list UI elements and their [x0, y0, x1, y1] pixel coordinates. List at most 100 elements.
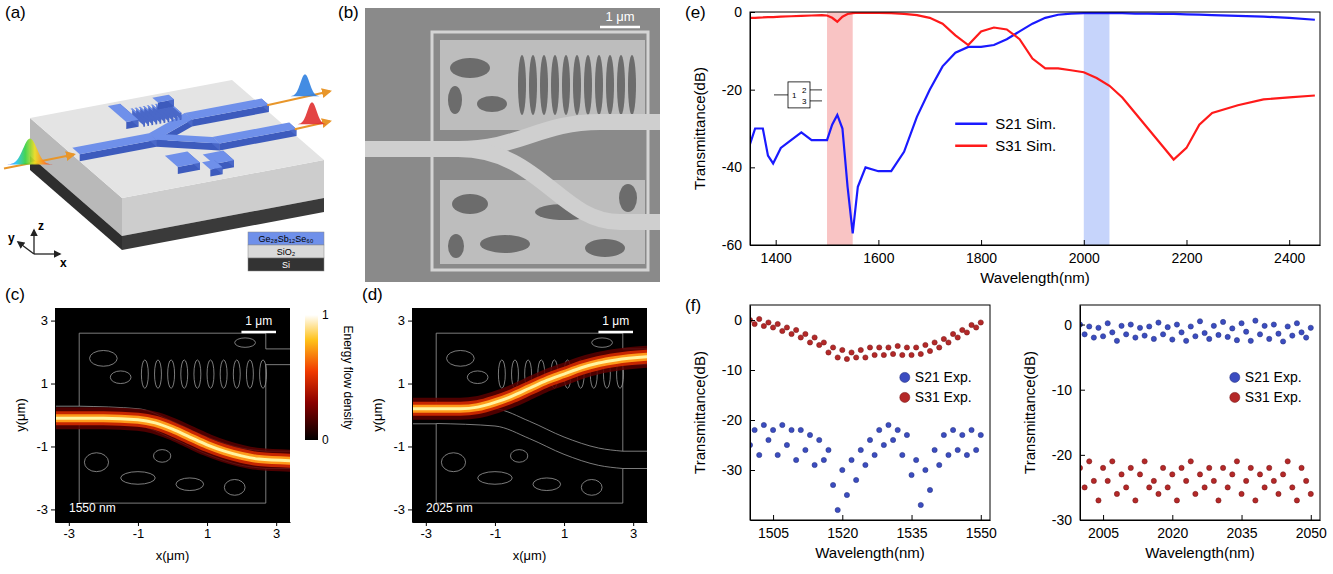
layer-swatch: [248, 232, 324, 245]
waveguide-top: [202, 160, 222, 169]
layer-label: Ge₂₈Sb₁₂Se₆₀: [258, 234, 313, 244]
tick-label: -10: [722, 362, 742, 378]
point: [1100, 465, 1105, 470]
waveguide-top: [149, 133, 220, 143]
tick-label: 1: [322, 308, 329, 322]
axis-line: [56, 522, 291, 523]
device-outline: [233, 360, 240, 388]
tick-mark: [408, 321, 412, 322]
colorbar-title: Energy flow density: [341, 325, 355, 429]
tick-mark: [1172, 515, 1173, 520]
point: [1096, 498, 1101, 503]
point: [881, 352, 886, 357]
point: [1119, 472, 1124, 477]
legend-swatch: [955, 123, 987, 126]
point: [950, 331, 955, 336]
point: [872, 452, 877, 457]
port-label: 1: [792, 91, 797, 100]
tick: -1: [490, 522, 502, 541]
panel-field: 1 μm2025 nm-3-113-3-113x(μm)y(μm)(d): [362, 285, 648, 563]
figure: (a)xyzGe₂₈Sb₁₂Se₆₀SiO₂Si(b)1 μm1 μm1550 …: [0, 0, 1333, 574]
port-box: [788, 82, 810, 108]
tick: 1: [318, 308, 329, 322]
sem-background: [365, 8, 660, 282]
device-outline: [478, 472, 513, 485]
point: [1087, 459, 1092, 464]
tick-label: 0: [734, 312, 742, 328]
tick: -3: [393, 502, 412, 517]
point: [761, 323, 766, 328]
device-outline: [153, 450, 170, 463]
axis: 1505152015351550: [751, 515, 998, 541]
tick-label: 1520: [827, 525, 858, 541]
tick-mark: [1289, 240, 1290, 245]
sem-hole: [595, 55, 603, 115]
point: [780, 422, 785, 427]
tick-label: 2200: [1171, 250, 1202, 266]
port-inset: 123: [774, 82, 822, 108]
plot-area: [750, 316, 983, 512]
point: [1179, 465, 1184, 470]
device-outline: [220, 360, 227, 388]
point: [1087, 324, 1092, 329]
point: [978, 320, 983, 325]
tick-label: 0: [322, 433, 329, 447]
series-line: [750, 13, 1315, 233]
axis-title: Transmittance(dB): [691, 351, 708, 474]
point: [1128, 322, 1133, 327]
tick: 2005: [1088, 515, 1119, 541]
point: [821, 457, 826, 462]
device-outline: [266, 364, 290, 365]
point: [886, 422, 891, 427]
tick-label: 2020: [1157, 525, 1188, 541]
tick: -1: [133, 522, 145, 541]
scale-bar: [241, 331, 276, 334]
point: [1290, 485, 1295, 490]
tick: 0: [734, 312, 755, 328]
point: [895, 427, 900, 432]
tick: -20: [722, 82, 755, 98]
point: [1188, 324, 1193, 329]
panel-label: (f): [685, 296, 701, 315]
device-outline: [168, 360, 175, 388]
point: [1202, 330, 1207, 335]
point: [923, 342, 928, 347]
point: [1133, 498, 1138, 503]
tick-label: 3: [630, 526, 637, 541]
sem-hole: [448, 86, 462, 114]
point: [1304, 478, 1309, 483]
point: [1244, 329, 1249, 334]
point: [1151, 336, 1156, 341]
tick-mark: [51, 321, 55, 322]
tick: 3: [41, 313, 55, 328]
axis: -3-113: [393, 309, 412, 523]
tick-label: 2050: [1296, 525, 1327, 541]
layer-label: SiO₂: [277, 247, 296, 257]
tick-label: -1: [36, 439, 48, 454]
point: [1253, 498, 1258, 503]
point: [1248, 338, 1253, 343]
point: [789, 427, 794, 432]
waveguide-top: [152, 95, 174, 103]
tick-label: 1: [41, 376, 48, 391]
tick: 2020: [1157, 515, 1188, 541]
tick-label: -3: [393, 502, 405, 517]
tick-label: 1505: [758, 525, 789, 541]
point: [946, 452, 951, 457]
point: [1285, 459, 1290, 464]
tick: 2035: [1226, 515, 1257, 541]
point: [960, 432, 965, 437]
point: [1220, 319, 1225, 324]
scale-bar: [598, 331, 633, 334]
point: [1110, 330, 1115, 335]
point: [1280, 339, 1285, 344]
device-outline: [592, 338, 613, 347]
point: [1165, 485, 1170, 490]
point: [941, 432, 946, 437]
beam: [55, 418, 290, 460]
axis-title: Wavelength(nm): [815, 544, 924, 561]
device-outline: [207, 360, 214, 388]
legend: S21 Sim.S31 Sim.: [955, 115, 1056, 154]
tick: 1505: [758, 515, 789, 541]
point: [1294, 498, 1299, 503]
